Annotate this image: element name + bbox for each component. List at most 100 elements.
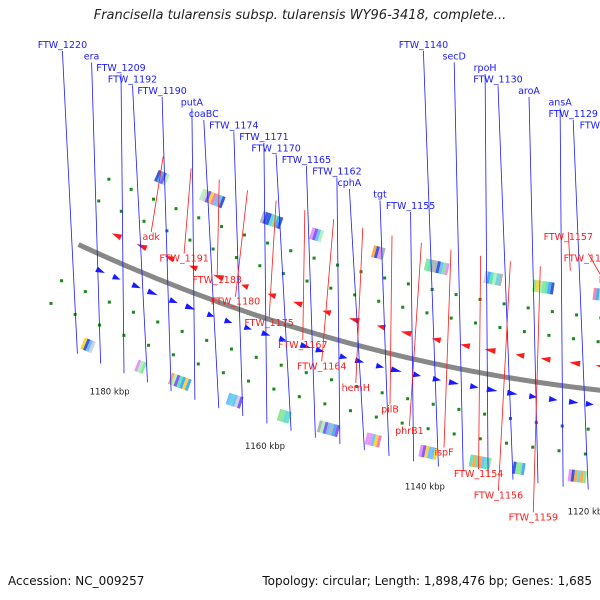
tick-mark — [406, 282, 410, 286]
forward-gene-label: ansA — [548, 98, 572, 109]
forward-gene-arrow — [206, 311, 215, 317]
tick-mark — [522, 330, 526, 334]
tick-mark — [272, 387, 276, 391]
tick-mark — [142, 219, 146, 223]
reverse-gene-arrow — [515, 352, 525, 359]
reverse-cog-block — [592, 287, 600, 301]
forward-gene-label-leader — [410, 211, 414, 462]
tick-mark — [152, 197, 156, 201]
tick-mark — [478, 437, 482, 441]
reverse-cog-block — [423, 258, 450, 276]
forward-cog-block — [316, 420, 341, 438]
reverse-gene-label: FTW_1154 — [454, 469, 503, 480]
tick-mark — [575, 313, 579, 317]
tick-mark — [383, 276, 387, 280]
tick-mark — [196, 362, 200, 366]
reverse-cog-block — [198, 188, 226, 209]
tick-mark — [297, 395, 301, 399]
reverse-gene-label-leader — [268, 200, 277, 319]
tick-mark — [107, 300, 111, 304]
forward-gene-label-leader — [191, 108, 196, 400]
forward-gene-label-leader — [120, 73, 125, 374]
reverse-gene-label: FTW_1157 — [544, 232, 593, 243]
feature-layer — [49, 169, 600, 484]
reverse-gene-label: FTW_1180 — [211, 297, 260, 308]
genome-summary-text: Topology: circular; Length: 1,898,476 bp… — [262, 574, 592, 588]
tick-mark — [426, 427, 430, 431]
forward-gene-label: FTW_1220 — [38, 40, 87, 51]
reverse-gene-arrow — [376, 324, 386, 331]
reverse-gene-arrow — [267, 293, 277, 300]
tick-mark — [526, 306, 530, 310]
reverse-cog-block — [371, 245, 386, 260]
tick-mark — [400, 421, 404, 425]
forward-gene-arrow — [568, 398, 579, 405]
reverse-gene-arrow — [569, 360, 581, 367]
forward-gene-label: FTW_1128 — [580, 121, 600, 132]
reverse-gene-label-leader — [321, 219, 335, 362]
forward-gene-arrow — [299, 342, 312, 349]
reverse-gene-arrow — [595, 363, 600, 370]
forward-gene-label: FTW_1162 — [312, 167, 361, 178]
tick-mark — [329, 378, 333, 382]
tick-mark — [107, 177, 111, 181]
forward-gene-label: coaBC — [189, 109, 219, 120]
tick-mark — [165, 229, 169, 233]
tick-mark — [156, 320, 160, 324]
tick-mark — [374, 415, 378, 419]
reverse-gene-arrow — [400, 330, 412, 337]
forward-gene-arrow — [184, 303, 196, 310]
scale-label: 1140 kbp — [405, 482, 445, 492]
tick-mark — [211, 247, 215, 251]
forward-gene-arrow — [585, 400, 594, 407]
tick-mark — [474, 321, 478, 325]
forward-cog-block — [225, 392, 244, 409]
tick-mark — [147, 343, 151, 347]
reverse-gene-label: adk — [143, 232, 161, 243]
reverse-gene-label: ispF — [434, 448, 453, 459]
forward-gene-label: FTW_1171 — [239, 132, 288, 143]
tick-mark — [49, 301, 53, 305]
forward-gene-arrow — [506, 389, 518, 396]
tick-mark — [329, 286, 333, 290]
reverse-gene-label-leader — [389, 235, 393, 405]
forward-gene-arrow — [278, 335, 287, 342]
reverse-gene-arrow — [241, 284, 250, 290]
forward-gene-label-leader — [423, 50, 439, 467]
forward-gene-label-leader — [91, 62, 101, 364]
forward-gene-label: FTW_1209 — [96, 63, 145, 74]
reverse-gene-label: FTW_1175 — [244, 318, 293, 329]
reverse-gene-label: hemH — [342, 383, 370, 394]
forward-cog-block — [567, 469, 587, 484]
tick-mark — [401, 305, 405, 309]
forward-gene-arrow — [339, 353, 348, 360]
forward-gene-label: FTW_1155 — [386, 201, 435, 212]
forward-gene-arrow — [432, 375, 442, 382]
forward-gene-label: FTW_1140 — [399, 40, 448, 51]
forward-cog-block — [418, 444, 439, 460]
tick-mark — [596, 340, 600, 344]
tick-mark — [377, 299, 381, 303]
reverse-gene-arrow — [484, 348, 496, 355]
reverse-gene-arrow — [213, 274, 225, 282]
tick-mark — [457, 407, 461, 411]
tick-mark — [174, 207, 178, 211]
forward-gene-label-leader — [379, 200, 390, 457]
forward-gene-label-leader — [263, 142, 268, 424]
tick-mark — [247, 379, 251, 383]
forward-gene-label: aroA — [518, 86, 540, 97]
forward-gene-arrow — [223, 317, 233, 324]
forward-gene-label-leader — [453, 62, 464, 472]
reverse-gene-label: phrB1 — [395, 426, 424, 437]
forward-gene-arrow — [111, 273, 121, 280]
tick-mark — [258, 264, 262, 268]
tick-mark — [171, 353, 175, 357]
forward-gene-label: FTW_1165 — [282, 155, 331, 166]
scale-label: 1160 kbp — [245, 442, 285, 452]
tick-mark — [312, 256, 316, 260]
forward-gene-arrow — [486, 386, 498, 393]
tick-mark — [583, 452, 587, 456]
forward-gene-arrow — [528, 393, 538, 400]
tick-mark — [452, 432, 456, 436]
reverse-gene-label-leader — [150, 156, 164, 233]
